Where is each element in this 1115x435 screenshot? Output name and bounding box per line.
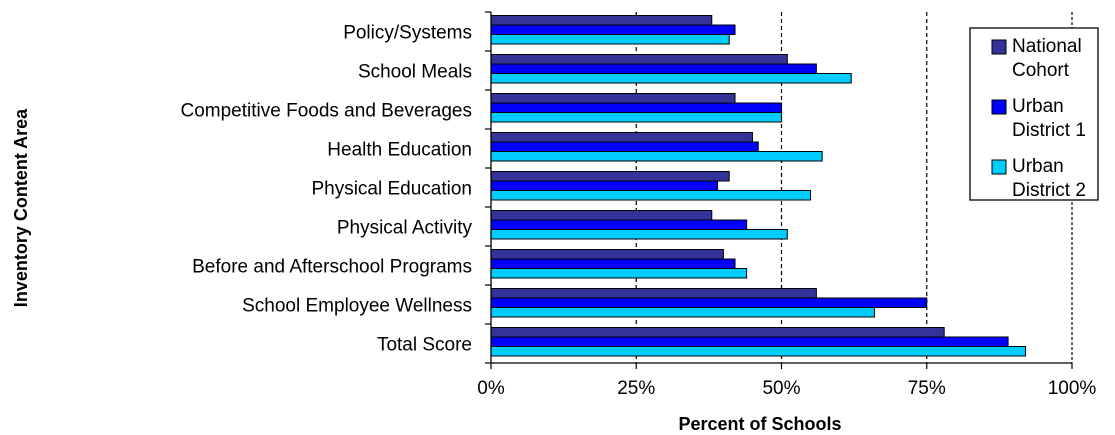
x-axis-title: Percent of Schools <box>678 414 841 434</box>
legend-swatch <box>991 39 1007 55</box>
bar <box>490 190 812 201</box>
bar <box>490 132 753 143</box>
bar <box>490 15 713 26</box>
category-label: Before and Afterschool Programs <box>192 257 472 278</box>
x-tick-label: 100% <box>1048 378 1097 399</box>
bar <box>490 112 782 123</box>
category-label: Policy/Systems <box>343 23 472 44</box>
x-tick-label: 75% <box>908 378 946 399</box>
bar <box>490 307 875 318</box>
legend-swatch <box>991 99 1007 115</box>
x-tick-label: 50% <box>762 378 800 399</box>
category-labels: Policy/Systems School Meals Competitive Fo… <box>181 23 473 356</box>
bar <box>490 54 788 65</box>
axes <box>485 11 1073 369</box>
bar <box>490 102 782 113</box>
legend-swatch <box>991 159 1007 175</box>
bar <box>490 73 852 84</box>
category-label: Competitive Foods and Beverages <box>181 101 473 122</box>
bar <box>490 346 1027 357</box>
tick-labels: 0% 25% 50% 75% 100% <box>477 378 1096 399</box>
legend-label: District 1 <box>1012 120 1086 141</box>
bar <box>490 180 719 191</box>
bar <box>490 268 748 279</box>
x-tick-label: 25% <box>617 378 655 399</box>
bar <box>490 258 736 269</box>
bar <box>490 141 759 152</box>
legend: National Cohort Urban District 1 Urban Distri… <box>969 27 1099 201</box>
legend-label: Urban <box>1012 96 1064 117</box>
bar <box>490 151 823 162</box>
category-label: Total Score <box>377 335 472 356</box>
bar <box>490 336 1009 347</box>
bar <box>490 93 736 104</box>
bar <box>490 34 730 45</box>
bar <box>490 24 736 35</box>
bar <box>490 288 817 299</box>
category-label: Physical Activity <box>337 218 473 239</box>
bar <box>490 297 928 308</box>
y-axis-title: Inventory Content Area <box>11 108 31 307</box>
bar <box>490 171 730 182</box>
bar <box>490 229 788 240</box>
category-label: School Employee Wellness <box>242 296 472 317</box>
legend-box <box>969 27 1099 201</box>
legend-label: Cohort <box>1012 60 1070 81</box>
legend-label: National <box>1012 36 1082 57</box>
category-label: School Meals <box>358 62 472 83</box>
x-tick-label: 0% <box>477 378 505 399</box>
bar <box>490 210 713 221</box>
legend-label: District 2 <box>1012 180 1086 201</box>
bar <box>490 249 724 260</box>
category-label: Physical Education <box>311 179 472 200</box>
legend-label: Urban <box>1012 156 1064 177</box>
bar <box>490 219 748 230</box>
category-label: Health Education <box>327 140 472 161</box>
bars <box>490 15 1027 357</box>
bar <box>490 63 817 74</box>
bar <box>490 327 945 338</box>
